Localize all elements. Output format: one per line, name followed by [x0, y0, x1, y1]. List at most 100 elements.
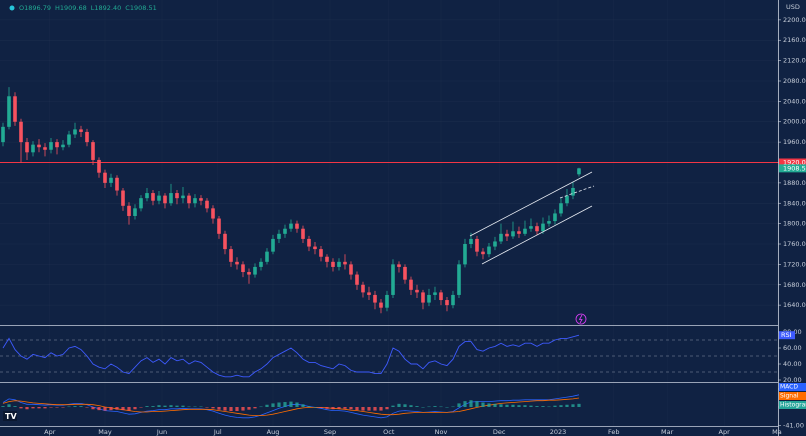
histogram-bar: [103, 406, 107, 411]
histogram-bar: [211, 406, 215, 409]
y-tick-label: 1720.00: [783, 260, 806, 268]
candle-body: [325, 256, 329, 262]
histogram-bar: [121, 406, 125, 411]
histogram-bar: [367, 406, 371, 411]
channel-mid: [559, 185, 595, 199]
candle-body: [367, 292, 371, 295]
candle-body: [391, 264, 395, 295]
panes: [0, 325, 806, 427]
candle-body: [127, 205, 131, 216]
ohlc-value: C1908.51: [125, 4, 156, 12]
histogram-bar: [565, 404, 569, 407]
last-price-label: 1908.51: [783, 164, 806, 172]
histogram-bar: [73, 406, 77, 407]
histogram-bar: [391, 405, 395, 407]
histogram-bar: [361, 406, 365, 411]
histogram-bar: [97, 406, 101, 411]
candle-body: [511, 231, 515, 237]
candle-body: [289, 223, 293, 229]
candle-body: [229, 249, 233, 262]
candle-body: [103, 172, 107, 183]
histogram-bar: [499, 404, 503, 407]
candle-body: [409, 279, 413, 290]
histogram-bar: [547, 406, 551, 408]
legend-tag: [779, 383, 806, 391]
histogram-bar: [181, 405, 185, 407]
histogram-bar: [31, 406, 35, 409]
candle-body: [121, 190, 125, 206]
event-icon[interactable]: [575, 313, 587, 325]
histogram-bar: [151, 406, 155, 407]
x-tick-label: Mar: [661, 428, 674, 436]
event-bolt: [578, 314, 583, 324]
histogram-bar: [217, 406, 221, 410]
y-tick-label: 2080.00: [783, 77, 806, 85]
histogram-bar: [307, 406, 311, 407]
histogram-bar: [355, 406, 359, 411]
histogram-bar: [109, 406, 113, 411]
histogram-bar: [319, 406, 323, 408]
histogram-bar: [301, 404, 305, 407]
candle-body: [55, 142, 59, 148]
candle-body: [415, 289, 419, 293]
x-tick-label: Jul: [213, 428, 222, 436]
histogram-bar: [403, 404, 407, 407]
histogram-bar: [487, 403, 491, 407]
y-tick-label: 1960.00: [783, 138, 806, 146]
histogram-bar: [229, 406, 233, 412]
histogram-bar: [157, 405, 161, 407]
histogram-bar: [49, 406, 53, 408]
histogram-bar: [439, 406, 443, 408]
histogram-bar: [541, 406, 545, 407]
histogram-bar: [283, 402, 287, 407]
histogram-bar: [325, 406, 329, 409]
histogram-bar: [451, 406, 455, 408]
candle-body: [331, 261, 335, 267]
candle-body: [505, 233, 509, 237]
histogram-bar: [337, 406, 341, 409]
candle-body: [187, 195, 191, 204]
candle-body: [475, 238, 479, 252]
x-tick-label: Feb: [608, 428, 620, 436]
histogram-bar: [421, 406, 425, 408]
candle-body: [265, 251, 269, 262]
price-level-tag: [779, 158, 806, 167]
legend-tag: [779, 401, 806, 409]
candle-body: [13, 96, 17, 122]
histogram-bar: [289, 401, 293, 407]
candle-body: [547, 221, 551, 224]
histogram-bar: [61, 406, 65, 408]
candle-body: [343, 261, 347, 265]
candle-body: [313, 246, 317, 250]
candle-body: [553, 213, 557, 222]
histogram-bar: [163, 405, 167, 407]
candle-body: [361, 284, 365, 293]
histogram-bar: [535, 406, 539, 407]
candle-body: [169, 193, 173, 204]
candle-body: [469, 238, 473, 245]
last-price-tag: [779, 164, 806, 173]
price-level-label: 1920.00: [783, 159, 806, 167]
candle-body: [337, 261, 341, 267]
candle-body: [139, 198, 143, 209]
histogram-bar: [241, 406, 245, 411]
candle-body: [253, 266, 257, 275]
x-tick-label: Apr: [44, 428, 56, 436]
candle-body: [487, 246, 491, 255]
histogram-bar: [469, 400, 473, 407]
histogram-bar: [379, 406, 383, 411]
histogram-bar: [265, 404, 269, 407]
histogram-bar: [175, 405, 179, 407]
candle-body: [235, 261, 239, 265]
histogram-bar: [517, 405, 521, 407]
candle-body: [535, 226, 539, 232]
candle-body: [517, 231, 521, 234]
histogram-bar: [385, 406, 389, 410]
histogram-bar: [193, 406, 197, 408]
x-tick-label: Oct: [383, 428, 395, 436]
ohlc-value: O1896.79: [19, 4, 51, 12]
y-tick-label: 2200.00: [783, 16, 806, 24]
channel-lower: [481, 205, 593, 265]
histogram-bar: [295, 402, 299, 407]
histogram-bar: [247, 406, 251, 410]
